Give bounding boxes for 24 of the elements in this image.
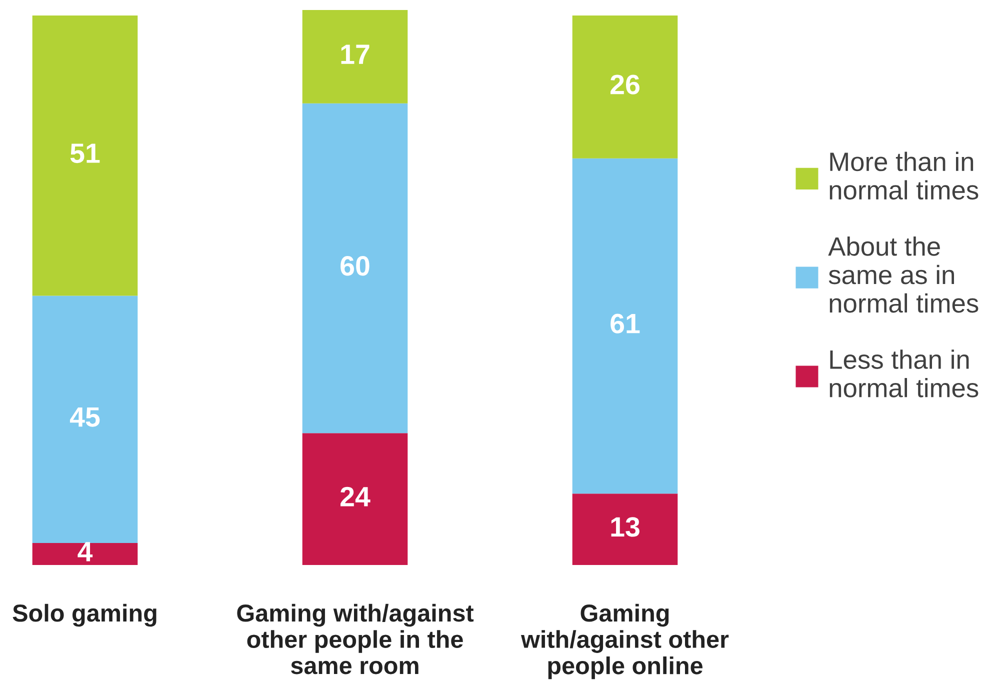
bar: [572, 15, 678, 158]
x-tick-label: Gaming with/against other people in the same room: [237, 604, 474, 674]
data-label: 51: [70, 144, 100, 164]
legend-label: About the same as in normal times: [828, 236, 978, 313]
legend-label: Less than in normal times: [830, 350, 978, 398]
data-label: 60: [340, 256, 370, 276]
bar: [302, 10, 408, 104]
bar: [572, 494, 678, 565]
bar: [32, 15, 138, 296]
bar: [572, 158, 678, 494]
data-label: 61: [610, 314, 640, 334]
x-tick-label: Gaming with/against other people online: [520, 604, 729, 680]
bar: [302, 103, 408, 434]
data-label: 45: [70, 407, 100, 427]
data-label: 24: [340, 486, 370, 506]
bar: [32, 296, 138, 544]
data-label: 4: [78, 542, 93, 562]
x-tick-label: Solo gaming: [12, 604, 156, 627]
legend-label: More than in normal times: [830, 152, 978, 200]
bar: [32, 543, 138, 565]
data-label: 26: [610, 74, 640, 94]
bar: [302, 433, 408, 565]
data-label: 17: [341, 44, 370, 64]
data-label: 13: [611, 517, 640, 537]
